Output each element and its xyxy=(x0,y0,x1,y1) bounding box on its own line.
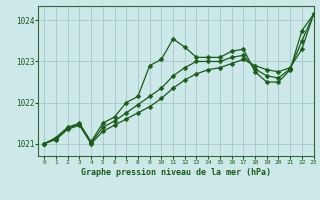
X-axis label: Graphe pression niveau de la mer (hPa): Graphe pression niveau de la mer (hPa) xyxy=(81,168,271,177)
